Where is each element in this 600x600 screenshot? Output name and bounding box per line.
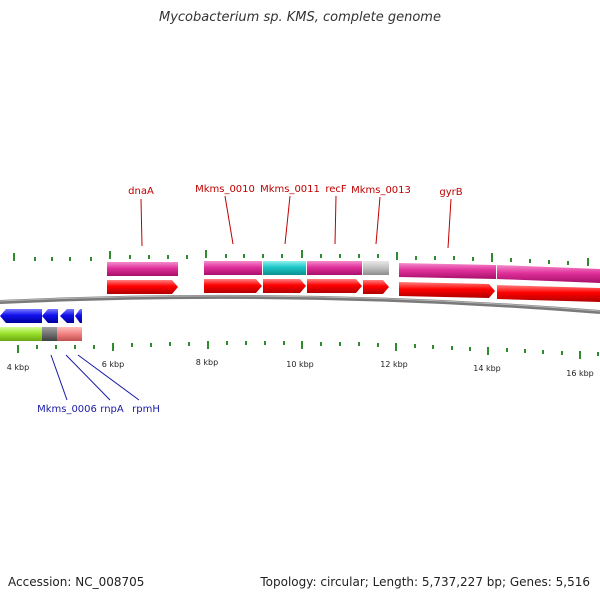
cds-feature-recF (307, 261, 362, 275)
gene-label-rnpA: rnpA (100, 404, 124, 415)
accession-label: Accession: NC_008705 (8, 575, 145, 589)
cds-feature-next (497, 265, 600, 283)
lower-tick-row (17, 341, 599, 359)
map-title: Mycobacterium sp. KMS, complete genome (159, 10, 441, 25)
reverse-gene-track (0, 309, 82, 323)
scale-label: 4 kbp (7, 363, 29, 372)
scale-label: 8 kbp (196, 358, 218, 367)
scale-label: 10 kbp (286, 360, 314, 369)
forward-feature-track (107, 261, 600, 283)
scale-label: 6 kbp (102, 360, 124, 369)
scale-label: 16 kbp (566, 369, 594, 378)
gene-arrow-recF (307, 279, 362, 293)
cds-feature-Mkms_0006 (0, 327, 42, 341)
gene-label-rpmH: rpmH (132, 404, 160, 415)
gene-label-Mkms_0013: Mkms_0013 (351, 185, 411, 196)
gene-label-gyrB: gyrB (439, 187, 462, 198)
gene-arrow-dnaA (107, 280, 178, 294)
gene-label-recF: recF (325, 184, 347, 195)
gene-arrow-rnpA (42, 309, 58, 323)
cds-feature-Mkms_0011 (263, 261, 306, 275)
gene-label-Mkms_0006: Mkms_0006 (37, 404, 97, 415)
gene-arrow-rpmH (60, 309, 74, 323)
forward-gene-track (107, 279, 600, 302)
gene-arrow-small (75, 309, 82, 323)
gene-arrow-Mkms_0006 (0, 309, 42, 323)
gene-label-dnaA: dnaA (128, 186, 154, 197)
scale-labels: 4 kbp 6 kbp 8 kbp 10 kbp 12 kbp 14 kbp 1… (7, 358, 594, 378)
cds-feature-Mkms_0010 (204, 261, 262, 275)
forward-gene-labels: dnaA Mkms_0010 Mkms_0011 recF Mkms_0013 … (128, 184, 463, 249)
gene-arrow-Mkms_0011 (263, 279, 306, 293)
reverse-feature-track (0, 327, 82, 341)
cds-feature-Mkms_0013 (363, 261, 389, 275)
gene-label-Mkms_0011: Mkms_0011 (260, 184, 320, 195)
scale-label: 12 kbp (380, 360, 408, 369)
gene-arrow-gyrB (399, 282, 495, 298)
gene-arrow-Mkms_0010 (204, 279, 262, 293)
cds-feature-rnpA (42, 327, 57, 341)
gene-arrow-next (497, 285, 600, 302)
cds-feature-gyrB (399, 263, 496, 279)
genome-backbone (0, 294, 600, 314)
gene-label-Mkms_0010: Mkms_0010 (195, 184, 255, 195)
reverse-gene-labels: Mkms_0006 rnpA rpmH (37, 354, 160, 415)
upper-tick-row (13, 250, 589, 266)
cds-feature-dnaA (107, 262, 178, 276)
genome-summary: Topology: circular; Length: 5,737,227 bp… (260, 575, 590, 589)
scale-label: 14 kbp (473, 364, 501, 373)
gene-arrow-Mkms_0013 (363, 280, 389, 294)
cds-feature-rpmH (57, 327, 82, 341)
